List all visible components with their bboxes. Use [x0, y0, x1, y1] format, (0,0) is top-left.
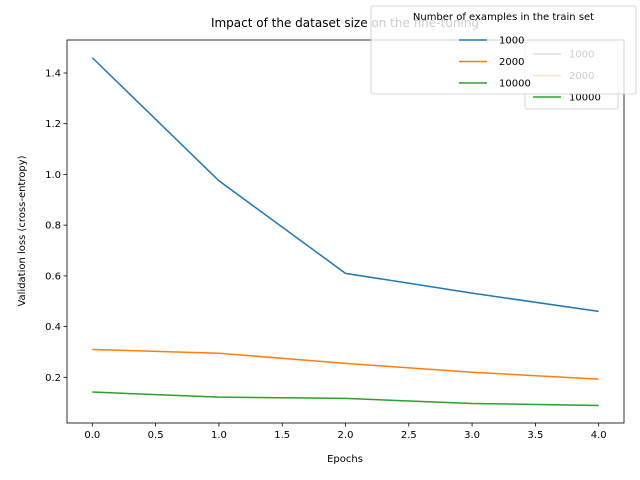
y-tick-label: 1.0 — [45, 170, 61, 181]
x-tick-label: 0.0 — [84, 430, 100, 441]
x-tick-label: 2.0 — [338, 430, 354, 441]
x-tick-label: 2.5 — [401, 430, 417, 441]
y-tick-label: 0.6 — [45, 271, 61, 282]
x-tick-label: 3.0 — [464, 430, 480, 441]
legend-label-1000: 1000 — [499, 36, 524, 47]
legend-box — [370, 5, 637, 95]
series-line-10000 — [92, 391, 599, 407]
x-tick-label: 0.5 — [148, 430, 164, 441]
legend-dataset-size: Number of examples in the train set 1000 2… — [370, 5, 637, 95]
y-tick-label: 0.2 — [45, 373, 61, 384]
plot-area — [66, 39, 625, 424]
legend-title: Number of examples in the train set — [413, 12, 594, 23]
legend-label-10000: 10000 — [499, 79, 531, 90]
y-tick-label: 0.4 — [45, 322, 61, 333]
x-tick-label: 1.5 — [274, 430, 290, 441]
series-line-1000 — [91, 57, 599, 313]
y-axis-label: Validation loss (cross-entropy) — [17, 155, 28, 306]
y-tick-label: 0.8 — [45, 221, 61, 232]
legend-label-2000: 2000 — [499, 57, 524, 68]
y-axis-ticks: 0.2 0.4 0.6 0.8 1.0 1.2 1.4 — [45, 68, 67, 384]
x-tick-label: 3.5 — [527, 430, 543, 441]
series-line-2000 — [92, 348, 599, 380]
x-tick-label: 1.0 — [211, 430, 227, 441]
x-axis-label: Epochs — [327, 454, 363, 465]
legend-label-10000: 10000 — [569, 93, 601, 104]
y-tick-label: 1.4 — [45, 68, 61, 79]
series-layer — [91, 57, 599, 407]
x-axis-ticks: 0.0 0.5 1.0 1.5 2.0 2.5 3.0 3.5 4.0 — [84, 423, 607, 441]
y-tick-label: 1.2 — [45, 119, 61, 130]
x-tick-label: 4.0 — [591, 430, 607, 441]
